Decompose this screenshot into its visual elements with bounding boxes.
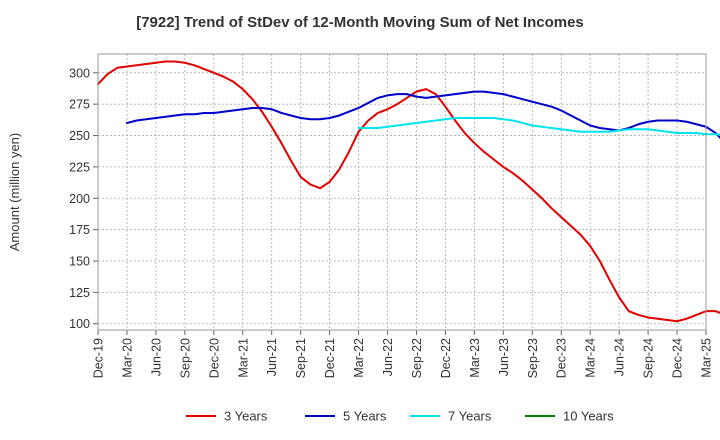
x-tick-label: Mar-21: [236, 338, 250, 378]
x-tick-label: Jun-21: [265, 338, 279, 376]
y-tick-label: 300: [69, 66, 90, 80]
legend-label: 7 Years: [448, 409, 492, 424]
y-tick-label: 125: [69, 286, 90, 300]
x-tick-label: Dec-21: [323, 338, 337, 378]
legend-label: 10 Years: [563, 409, 614, 424]
x-tick-label: Dec-22: [439, 338, 453, 378]
y-tick-label: 150: [69, 255, 90, 269]
y-tick-label: 175: [69, 223, 90, 237]
x-tick-label: Dec-24: [671, 338, 685, 378]
x-tick-label: Mar-20: [120, 338, 134, 378]
x-tick-label: Sep-22: [410, 338, 424, 378]
y-tick-labels: 100 125 150 175 200 225 250 275 300: [69, 66, 98, 331]
x-tick-label: Jun-23: [497, 338, 511, 376]
x-tick-label: Mar-23: [468, 338, 482, 378]
x-tick-label: Jun-20: [149, 338, 163, 376]
x-tick-label: Mar-22: [352, 338, 366, 378]
x-tick-label: Sep-24: [642, 338, 656, 378]
x-tick-label: Mar-24: [584, 338, 598, 378]
x-tick-label: Dec-20: [207, 338, 221, 378]
chart-title: [7922] Trend of StDev of 12-Month Moving…: [136, 14, 584, 31]
x-tick-label: Dec-23: [555, 338, 569, 378]
x-tick-label: Dec-19: [92, 338, 106, 378]
x-tick-label: Jun-24: [613, 338, 627, 376]
legend-label: 3 Years: [224, 409, 268, 424]
y-tick-label: 100: [69, 317, 90, 331]
y-axis-label: Amount (million yen): [7, 133, 22, 252]
series-line-3-years: [97, 60, 720, 323]
x-tick-label: Mar-25: [700, 338, 714, 378]
x-tick-label: Sep-21: [294, 338, 308, 378]
x-tick-label: Sep-23: [526, 338, 540, 378]
series-line-7-years: [357, 116, 720, 136]
x-tick-labels: Dec-19 Mar-20 Jun-20 Sep-20 Dec-20 Mar-21 Jun-…: [92, 330, 714, 378]
series-line-5-years: [125, 90, 720, 140]
y-tick-label: 250: [69, 129, 90, 143]
legend: 3 Years 5 Years 7 Years 10 Years: [186, 409, 614, 424]
y-tick-label: 225: [69, 160, 90, 174]
x-tick-label: Jun-22: [381, 338, 395, 376]
y-tick-label: 275: [69, 98, 90, 112]
legend-label: 5 Years: [343, 409, 387, 424]
series-lines: [97, 60, 720, 323]
x-tick-label: Sep-20: [178, 338, 192, 378]
y-tick-label: 200: [69, 192, 90, 206]
plot-frame: [97, 53, 707, 331]
